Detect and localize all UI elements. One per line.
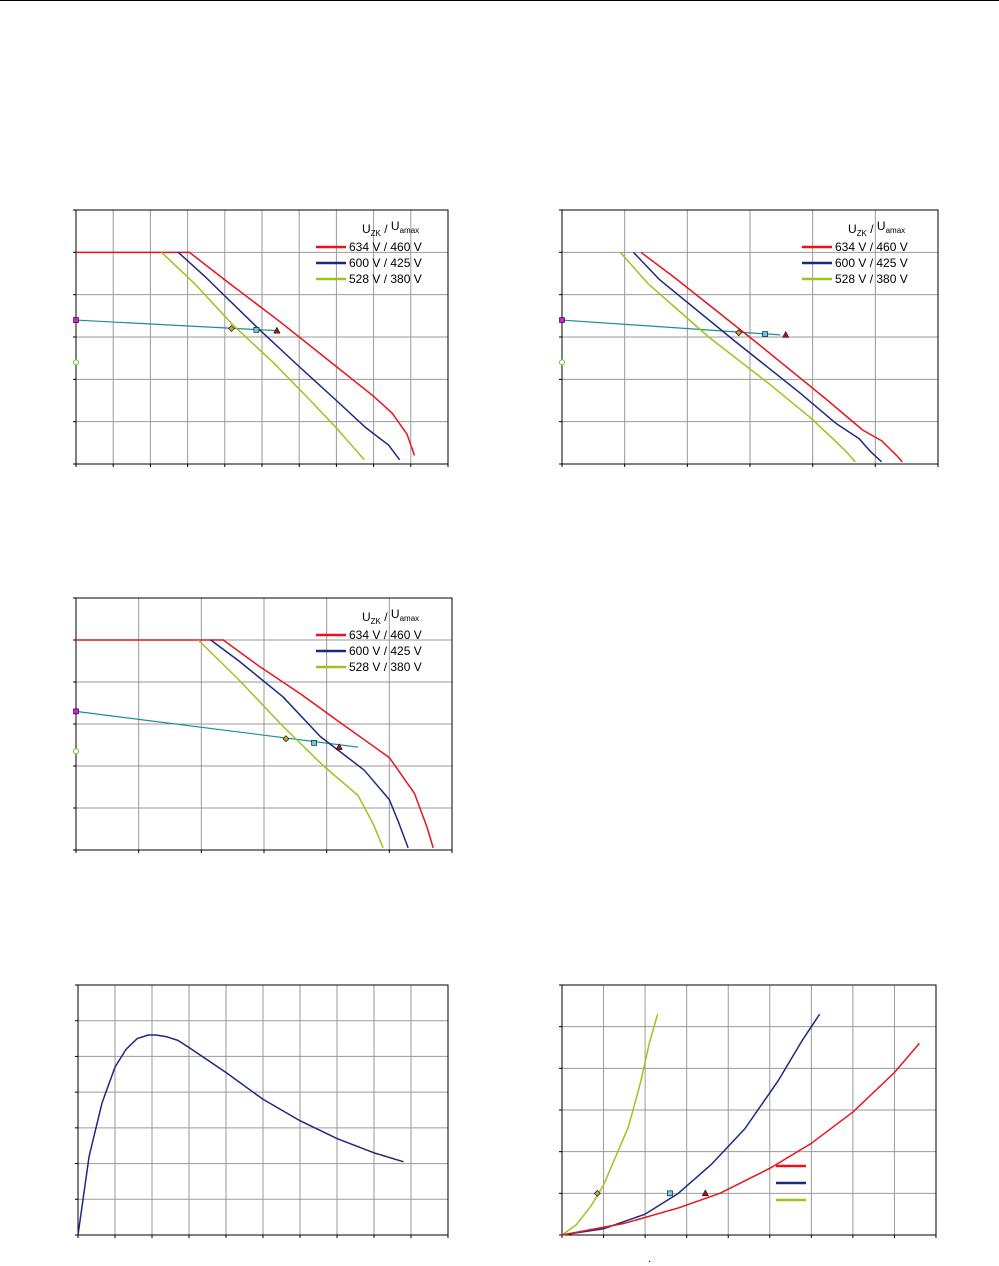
- legend-label: 528 V / 380 V: [349, 272, 422, 286]
- series-line-green: [561, 1013, 659, 1236]
- legend-header-part: amax: [400, 226, 420, 235]
- series-line-green: [619, 251, 856, 463]
- marker-diamond: [593, 1189, 601, 1197]
- legend-header-part: /: [381, 610, 391, 624]
- series-line-red: [561, 1042, 920, 1236]
- legend-label: 600 V / 425 V: [349, 644, 422, 658]
- marker-diamond: [228, 325, 235, 332]
- series-line-green: [161, 251, 365, 461]
- operating-line: [561, 319, 781, 336]
- legend-label: 600 V / 425 V: [835, 256, 908, 270]
- legend-label: 600 V / 425 V: [349, 256, 422, 270]
- marker-square: [73, 708, 79, 715]
- series-line-navy: [632, 251, 883, 463]
- marker-square: [762, 331, 768, 337]
- marker-square: [311, 740, 317, 746]
- legend-header: UZK / Uamax: [362, 219, 419, 238]
- legend-header-part: U: [391, 219, 400, 233]
- grid: [562, 985, 936, 1235]
- legend-header-part: ZK: [371, 617, 382, 626]
- legend-header-part: U: [877, 219, 886, 233]
- legend-header-part: ZK: [857, 229, 868, 238]
- legend-header: UZK / Uamax: [848, 219, 905, 238]
- legend-header-part: ZK: [371, 229, 382, 238]
- legend-header-part: U: [848, 222, 857, 236]
- grid: [78, 985, 448, 1235]
- marker-diamond: [735, 329, 743, 337]
- operating-line: [75, 319, 277, 332]
- marker-triangle: [782, 330, 790, 338]
- legend-header-part: /: [381, 222, 391, 236]
- legend-label: 634 V / 460 V: [835, 240, 908, 254]
- marker-square: [253, 327, 260, 333]
- legend-label: 634 V / 460 V: [349, 240, 422, 254]
- marker-circle: [559, 359, 565, 366]
- legend-label: 528 V / 380 V: [835, 272, 908, 286]
- legend-header-part: amax: [886, 226, 906, 235]
- series-line-green: [197, 639, 384, 849]
- operating-line: [75, 710, 359, 748]
- marker-triangle: [273, 326, 281, 334]
- marker-diamond: [282, 735, 290, 743]
- marker-circle: [73, 748, 79, 755]
- series-line-red: [76, 639, 434, 849]
- marker-square: [559, 317, 565, 323]
- marker-square: [667, 1190, 673, 1197]
- legend-header-part: /: [867, 222, 877, 236]
- series-line-navy: [210, 639, 409, 849]
- bottom-mark: .: [648, 1251, 652, 1265]
- chart-single-curve: [75, 984, 449, 1238]
- legend-header-part: amax: [400, 614, 420, 623]
- series-line-red: [76, 251, 416, 456]
- chart-three-curves: [559, 984, 937, 1238]
- marker-triangle: [335, 743, 343, 750]
- legend-header-part: U: [391, 607, 400, 621]
- legend-label: 634 V / 460 V: [349, 628, 422, 642]
- series-line-red: [640, 251, 903, 463]
- series-line-navy: [177, 251, 401, 461]
- legend-header-part: U: [362, 222, 371, 236]
- series-line-navy: [77, 1034, 404, 1236]
- marker-triangle: [701, 1189, 709, 1197]
- legend-header-part: U: [362, 610, 371, 624]
- grid: [76, 598, 452, 850]
- series-line-navy: [561, 1013, 821, 1236]
- legend-header: UZK / Uamax: [362, 607, 419, 626]
- page-top-rule: [0, 0, 999, 1]
- marker-square: [73, 317, 79, 323]
- marker-circle: [73, 359, 79, 366]
- legend-label: 528 V / 380 V: [349, 660, 422, 674]
